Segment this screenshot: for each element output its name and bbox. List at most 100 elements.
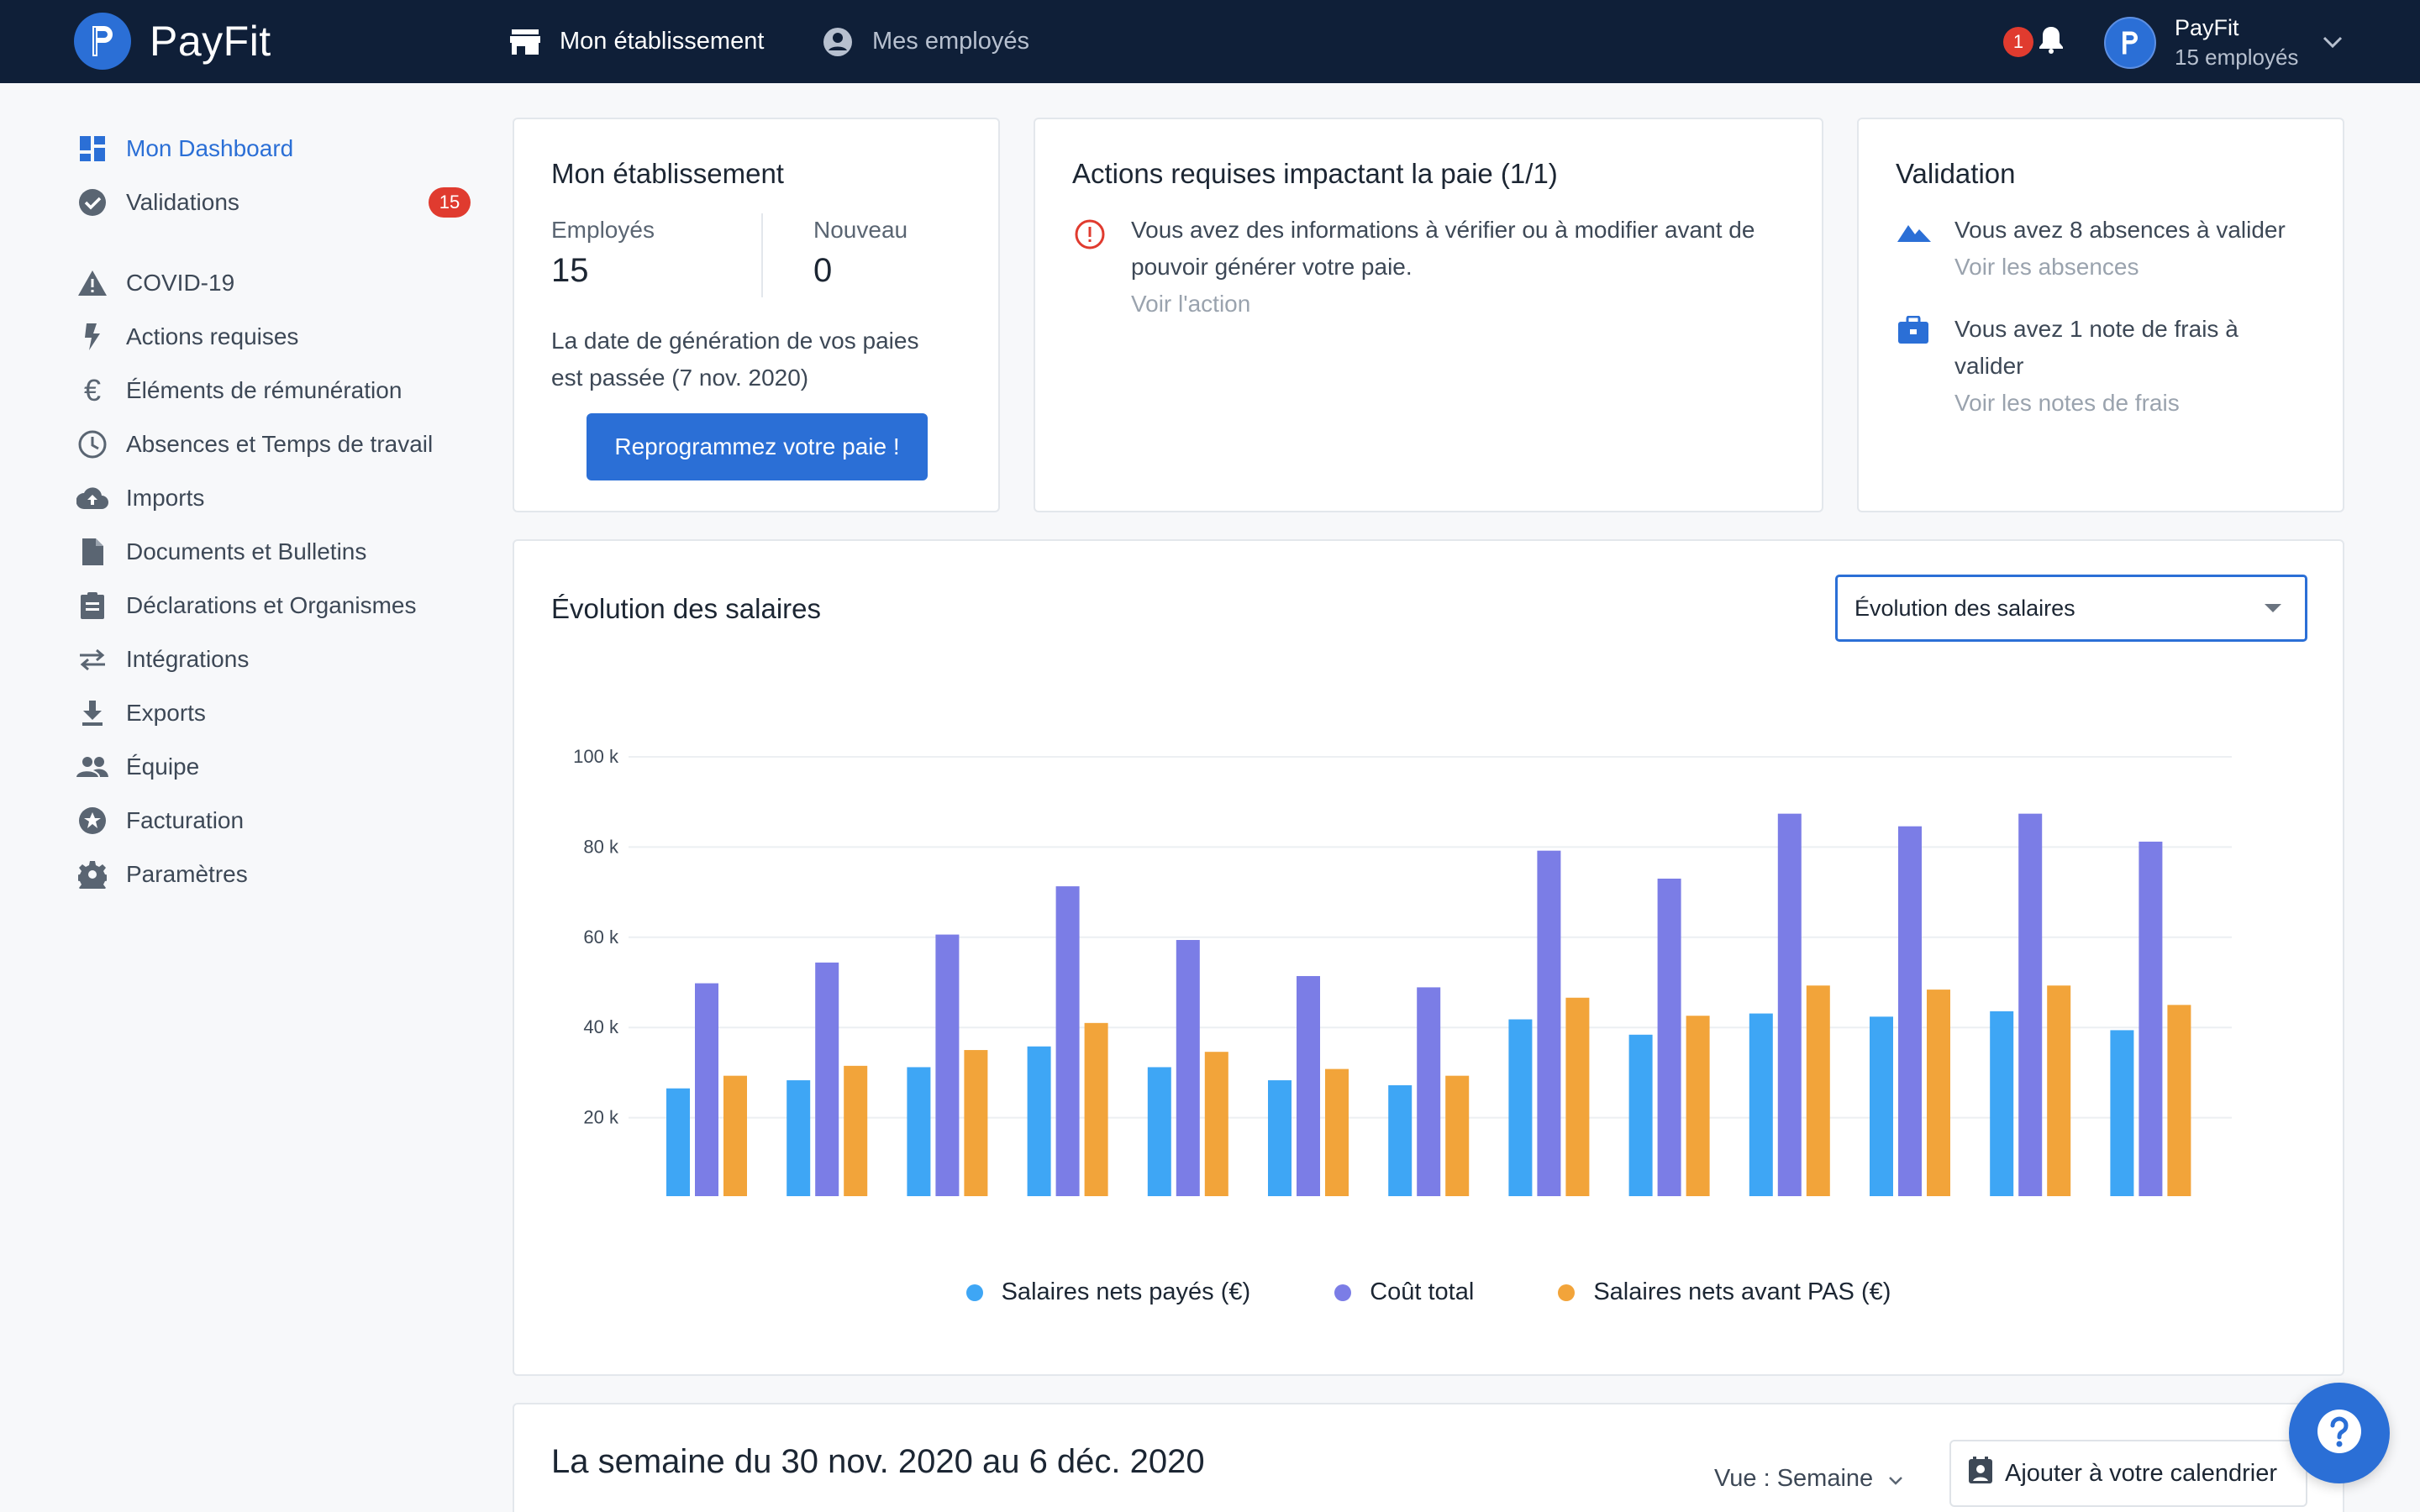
y-tick-label: 100 k [573, 746, 619, 767]
chart-legend: Salaires nets payés (€) Coût total Salaire… [514, 1278, 2343, 1306]
bar-2 [1565, 997, 1590, 1196]
actions-message-line-2: pouvoir générer votre paie. [1131, 254, 1413, 280]
document-icon [76, 535, 109, 569]
bar-0 [1268, 1080, 1292, 1196]
bar-0 [1749, 1013, 1773, 1196]
legend-label: Coût total [1370, 1278, 1475, 1305]
employees-stat: Employés 15 [551, 217, 655, 290]
chart-type-select-value: Évolution des salaires [1854, 595, 2075, 621]
clock-icon [76, 428, 109, 461]
sidebar-item-validations[interactable]: Validations 15 [76, 181, 487, 223]
sidebar-item-parametres[interactable]: Paramètres [76, 853, 487, 895]
legend-item[interactable]: Coût total [1334, 1278, 1474, 1306]
gear-icon [76, 858, 109, 891]
payfit-logo-icon [74, 13, 131, 70]
sidebar-item-equipe[interactable]: Équipe [76, 746, 487, 788]
bar-2 [1204, 1052, 1228, 1196]
sidebar-item-exports[interactable]: Exports [76, 692, 487, 734]
bar-2 [1445, 1075, 1470, 1196]
chart-type-select[interactable]: Évolution des salaires [1835, 575, 2307, 642]
payfit-logo[interactable]: PayFit [74, 13, 271, 70]
legend-dot [1558, 1284, 1576, 1301]
payroll-date-line-1: La date de génération de vos paies [551, 328, 919, 354]
sidebar-item-label: Absences et Temps de travail [126, 431, 434, 457]
dashboard-icon [76, 132, 109, 165]
card-title: Évolution des salaires [551, 593, 822, 624]
sidebar-item-documents[interactable]: Documents et Bulletins [76, 531, 487, 573]
bar-1 [1657, 878, 1681, 1196]
bar-0 [1508, 1019, 1533, 1196]
bar-2 [2047, 985, 2071, 1196]
new-stat: Nouveau 0 [813, 217, 908, 290]
nav-mes-employes[interactable]: Mes employés [822, 0, 1029, 83]
new-value: 0 [813, 252, 833, 289]
sidebar-item-actions-requises[interactable]: Actions requises [76, 316, 487, 358]
sidebar-item-imports[interactable]: Imports [76, 477, 487, 519]
expense-text-line-1: Vous avez 1 note de frais à [1954, 316, 2238, 342]
bar-0 [1147, 1067, 1171, 1196]
y-tick-label: 80 k [583, 836, 619, 857]
view-select-label: Vue : Semaine [1714, 1465, 1874, 1492]
sidebar-item-remuneration[interactable]: € Éléments de rémunération [76, 370, 487, 412]
clipboard-icon [76, 589, 109, 622]
sidebar-item-label: Exports [126, 700, 206, 726]
payroll-date-line-2: est passée (7 nov. 2020) [551, 365, 809, 391]
new-label: Nouveau [813, 217, 908, 243]
validation-card: Validation Vous avez 8 absences à valide… [1857, 118, 2344, 512]
week-card: La semaine du 30 nov. 2020 au 6 déc. 202… [513, 1403, 2344, 1512]
cloud-upload-icon [76, 481, 109, 515]
sidebar-item-label: Documents et Bulletins [126, 538, 367, 564]
y-tick-label: 60 k [583, 927, 619, 948]
divider [761, 213, 763, 297]
sidebar-item-absences[interactable]: Absences et Temps de travail [76, 423, 487, 465]
sidebar-item-dashboard[interactable]: Mon Dashboard [76, 128, 487, 170]
flash-icon [76, 320, 109, 354]
sidebar-item-label: Paramètres [126, 861, 248, 887]
bar-0 [1870, 1016, 1893, 1196]
bar-1 [1176, 940, 1200, 1196]
actions-message-line-1: Vous avez des informations à vérifier ou… [1131, 217, 1755, 243]
week-title: La semaine du 30 nov. 2020 au 6 déc. 202… [551, 1443, 1205, 1480]
bar-1 [935, 934, 960, 1196]
see-expenses-link[interactable]: Voir les notes de frais [1954, 390, 2180, 416]
bar-2 [1686, 1016, 1710, 1196]
bar-0 [1388, 1084, 1413, 1196]
legend-item[interactable]: Salaires nets avant PAS (€) [1558, 1278, 1891, 1306]
sidebar-item-label: Déclarations et Organismes [126, 592, 417, 618]
nav-mon-etablissement[interactable]: Mon établissement [509, 0, 764, 83]
see-action-link[interactable]: Voir l'action [1131, 291, 1251, 317]
sidebar-item-label: Intégrations [126, 646, 250, 672]
reschedule-payroll-button[interactable]: Reprogrammez votre paie ! [587, 413, 928, 480]
sidebar-item-facturation[interactable]: Facturation [76, 800, 487, 842]
legend-label: Salaires nets avant PAS (€) [1593, 1278, 1891, 1305]
bar-1 [815, 962, 839, 1196]
add-to-calendar-label: Ajouter à votre calendrier [2005, 1459, 2277, 1487]
help-button[interactable] [2289, 1383, 2390, 1483]
sidebar-item-integrations[interactable]: Intégrations [76, 638, 487, 680]
notifications[interactable]: 1 [2003, 25, 2064, 58]
chevron-down-icon[interactable] [2321, 30, 2344, 58]
user-menu[interactable]: PayFit 15 employés [2104, 15, 2298, 71]
bar-1 [1898, 826, 1922, 1196]
bar-0 [786, 1080, 811, 1196]
sidebar-item-label: Mon Dashboard [126, 135, 294, 161]
help-icon [2316, 1408, 2363, 1459]
legend-dot [965, 1284, 983, 1301]
bar-2 [1084, 1022, 1108, 1196]
sidebar-item-declarations[interactable]: Déclarations et Organismes [76, 585, 487, 627]
star-icon [76, 804, 109, 837]
add-to-calendar-button[interactable]: Ajouter à votre calendrier [1949, 1440, 2307, 1507]
store-icon [509, 26, 541, 58]
card-title: Validation [1896, 158, 2016, 189]
see-absences-link[interactable]: Voir les absences [1954, 254, 2139, 280]
bar-1 [1777, 813, 1802, 1196]
view-select[interactable]: Vue : Semaine [1714, 1465, 1903, 1493]
sidebar-item-covid[interactable]: COVID-19 [76, 262, 487, 304]
sidebar-item-label: Actions requises [126, 323, 299, 349]
bar-1 [1297, 975, 1320, 1196]
legend-item[interactable]: Salaires nets payés (€) [965, 1278, 1250, 1306]
validations-count-badge: 15 [429, 187, 471, 218]
nav-mes-employes-label: Mes employés [872, 28, 1029, 55]
bar-1 [2139, 841, 2163, 1196]
